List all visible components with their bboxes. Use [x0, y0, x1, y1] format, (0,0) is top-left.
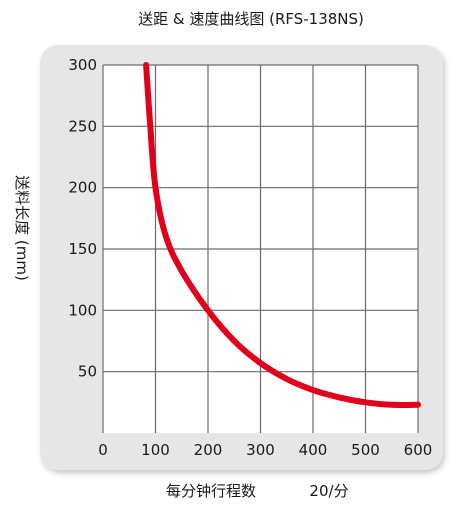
y-tick-label: 200: [68, 179, 97, 197]
y-tick-label: 100: [68, 301, 97, 319]
x-axis-label: 每分钟行程数: [166, 482, 256, 500]
x-tick-label: 100: [141, 441, 170, 459]
grid-lines: [102, 64, 419, 433]
x-tick-label: 500: [351, 441, 380, 459]
chart-title: 送距 & 速度曲线图 (RFS-138NS): [138, 10, 364, 28]
x-tick-label: 300: [246, 441, 275, 459]
x-axis-unit: 20/分: [309, 482, 348, 500]
x-tick-label: 0: [98, 441, 108, 459]
y-axis-label: 送料长度 (mm): [13, 175, 31, 281]
feed-curve-line: [143, 62, 421, 408]
x-tick-label: 200: [194, 441, 223, 459]
y-tick-label: 250: [68, 117, 97, 135]
tick-labels: 0 100 200 300 400 500 600 50 100 150 200 250 300: [68, 56, 432, 459]
x-tick-label: 400: [299, 441, 328, 459]
x-tick-label: 600: [404, 441, 433, 459]
y-tick-label: 150: [68, 240, 97, 258]
y-tick-label: 300: [68, 56, 97, 74]
y-tick-label: 50: [78, 363, 97, 381]
